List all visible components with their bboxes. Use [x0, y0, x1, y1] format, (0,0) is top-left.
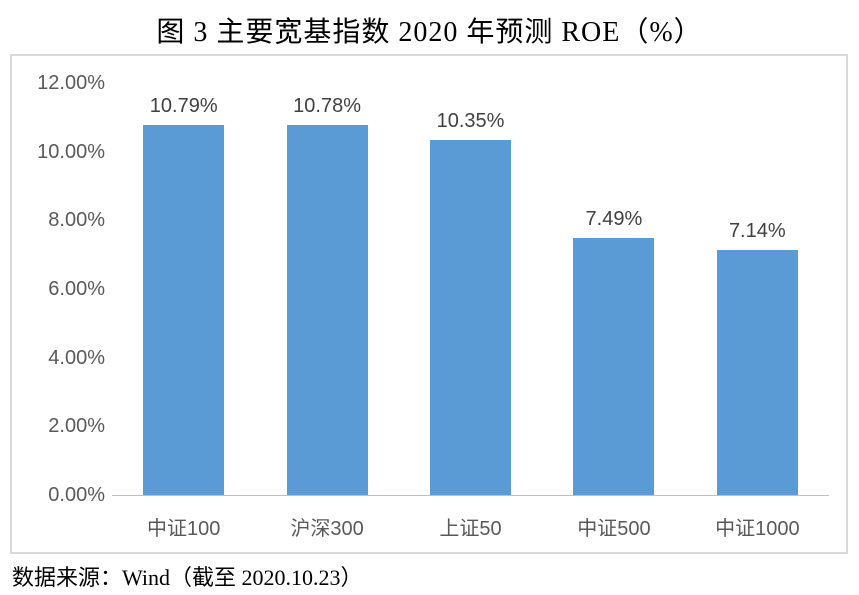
bar-上证50	[430, 139, 511, 495]
bar-中证100	[143, 124, 225, 495]
category-label-中证1000: 中证1000	[715, 518, 800, 540]
category-label-中证500: 中证500	[577, 518, 651, 540]
bar-value-label: 7.14%	[728, 219, 786, 242]
y-tick-label: 0.00%	[48, 484, 105, 506]
chart-frame: 12.00% 10.00% 8.00% 6.00% 4.00% 2.00% 0.00% 10…	[10, 54, 848, 554]
y-tick-label: 6.00%	[48, 278, 105, 300]
chart-title: 图 3 主要宽基指数 2020 年预测 ROE（%）	[156, 17, 703, 48]
source-note: 数据来源：Wind（截至 2020.10.23）	[12, 565, 363, 590]
bar-沪深300	[286, 124, 368, 495]
y-tick-label: 8.00%	[48, 209, 105, 232]
y-tick-label: 4.00%	[48, 346, 105, 369]
y-tick-label: 2.00%	[48, 415, 105, 438]
bar-中证1000	[716, 249, 798, 495]
y-tick-label: 12.00%	[37, 72, 105, 94]
x-axis: 中证100 沪深300 上证50 中证500 中证1000	[112, 517, 829, 543]
bar-中证500	[573, 237, 655, 495]
y-tick-label: 10.00%	[37, 140, 105, 163]
plot-area: 10.79% 10.78% 10.35% 7.49% 7.14%	[112, 56, 829, 496]
bar-value-label: 7.49%	[585, 207, 643, 230]
bar-value-label: 10.35%	[436, 109, 505, 132]
category-label-中证100: 中证100	[147, 518, 221, 540]
category-label-沪深300: 沪深300	[290, 518, 364, 540]
bar-value-label: 10.79%	[149, 94, 218, 117]
category-label-上证50: 上证50	[439, 518, 502, 540]
y-axis: 12.00% 10.00% 8.00% 6.00% 4.00% 2.00% 0.00%	[12, 56, 105, 552]
bar-value-label: 10.78%	[293, 94, 362, 117]
